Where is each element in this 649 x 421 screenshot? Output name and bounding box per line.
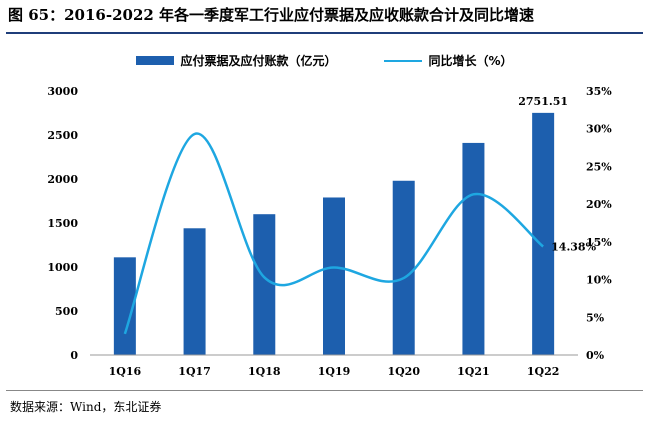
- y-left-tick-label: 3000: [47, 85, 78, 98]
- y-left-tick-label: 1500: [47, 217, 78, 230]
- bar: [183, 228, 206, 355]
- title-divider: [6, 32, 643, 34]
- line-data-label: 14.38%: [551, 241, 596, 254]
- legend-item-bars: 应付票据及应付账款（亿元）: [136, 52, 336, 69]
- bar: [253, 214, 276, 355]
- source-note: 数据来源：Wind，东北证券: [10, 400, 162, 414]
- y-right-tick-label: 15%: [586, 236, 612, 249]
- bar: [462, 142, 485, 355]
- legend-bar-swatch: [136, 56, 175, 65]
- y-left-tick-label: 2000: [47, 173, 78, 186]
- legend-line-label: 同比增长（%）: [428, 54, 513, 68]
- x-tick-label: 1Q20: [387, 365, 420, 378]
- x-tick-label: 1Q17: [178, 365, 211, 378]
- y-right-tick-label: 10%: [586, 274, 612, 287]
- y-right-tick-label: 5%: [586, 311, 605, 324]
- bar: [392, 180, 415, 355]
- y-left-tick-label: 2500: [47, 129, 78, 142]
- y-right-tick-label: 25%: [586, 160, 612, 173]
- x-tick-label: 1Q16: [109, 365, 142, 378]
- legend-item-line: 同比增长（%）: [384, 52, 513, 69]
- source-divider: [6, 390, 643, 391]
- y-left-tick-label: 0: [70, 349, 78, 362]
- bar: [532, 112, 555, 355]
- y-right-tick-label: 35%: [586, 85, 612, 98]
- y-right-tick-label: 20%: [586, 198, 612, 211]
- bar: [323, 197, 345, 355]
- legend-bar-label: 应付票据及应付账款（亿元）: [180, 54, 337, 68]
- combo-chart: 0 500 1000 1500 2000 2500 3000 0% 5% 10% 15% 20% 25%…: [47, 85, 612, 378]
- y-left-tick-label: 500: [55, 305, 78, 318]
- x-tick-label: 1Q22: [527, 365, 560, 378]
- chart-legend: 应付票据及应付账款（亿元） 同比增长（%）: [0, 52, 649, 69]
- y-left-tick-label: 1000: [47, 261, 78, 274]
- x-tick-label: 1Q21: [457, 365, 490, 378]
- bar-data-label: 2751.51: [518, 95, 568, 108]
- x-tick-label: 1Q19: [318, 365, 351, 378]
- y-right-tick-label: 30%: [586, 123, 612, 136]
- figure-title: 图 65：2016-2022 年各一季度军工行业应付票据及应收账款合计及同比增速: [8, 6, 535, 24]
- x-tick-label: 1Q18: [248, 365, 281, 378]
- legend-line-swatch: [384, 59, 423, 62]
- growth-line: [123, 132, 544, 335]
- bar: [113, 257, 136, 355]
- y-right-tick-label: 0%: [586, 349, 605, 362]
